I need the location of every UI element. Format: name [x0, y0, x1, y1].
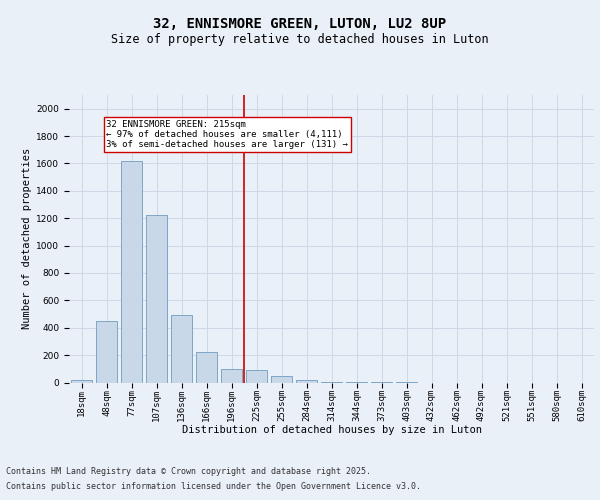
Text: 32 ENNISMORE GREEN: 215sqm
← 97% of detached houses are smaller (4,111)
3% of se: 32 ENNISMORE GREEN: 215sqm ← 97% of deta…	[107, 120, 349, 150]
Bar	[71, 380, 92, 382]
Text: Contains public sector information licensed under the Open Government Licence v3: Contains public sector information licen…	[6, 482, 421, 491]
Bar	[246, 370, 267, 382]
Bar	[271, 376, 292, 382]
Text: Contains HM Land Registry data © Crown copyright and database right 2025.: Contains HM Land Registry data © Crown c…	[6, 467, 371, 476]
Text: Size of property relative to detached houses in Luton: Size of property relative to detached ho…	[111, 32, 489, 46]
Bar	[171, 316, 192, 382]
Bar	[121, 160, 142, 382]
Bar	[296, 380, 317, 382]
Bar	[221, 369, 242, 382]
Bar	[196, 352, 217, 382]
Bar	[96, 321, 117, 382]
Y-axis label: Number of detached properties: Number of detached properties	[22, 148, 32, 330]
Text: 32, ENNISMORE GREEN, LUTON, LU2 8UP: 32, ENNISMORE GREEN, LUTON, LU2 8UP	[154, 18, 446, 32]
X-axis label: Distribution of detached houses by size in Luton: Distribution of detached houses by size …	[182, 425, 482, 435]
Bar	[146, 216, 167, 382]
